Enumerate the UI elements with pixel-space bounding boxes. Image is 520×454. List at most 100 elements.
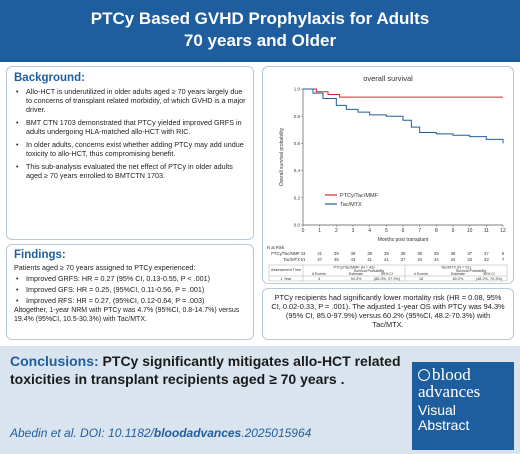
table-g1-est-head: Estimate (349, 272, 363, 276)
chart-legend: PTCy/Tac/MMF Tac/MTX (325, 193, 379, 208)
y-tick-label-2: 0.4 (294, 168, 301, 173)
chart-title: overall survival (363, 74, 413, 83)
legend-label-tacmtx: Tac/MTX (340, 202, 362, 208)
logo-line-1: blood (432, 365, 471, 384)
background-panel: Background: Allo-HCT is underutilized in… (6, 66, 254, 240)
x-tick-label-11: 11 (484, 228, 489, 234)
x-tick-label-0: 0 (302, 228, 305, 234)
x-axis-label: Months post transplant (378, 237, 429, 243)
table-g2-events: 18 (419, 277, 423, 281)
background-bullet-3: In older adults, concerns exist whether … (14, 140, 246, 158)
risk-value-0-10: 37 (467, 251, 472, 256)
conclusion-text: Conclusions: PTCy significantly mitigate… (10, 352, 410, 388)
risk-value-1-10: 33 (467, 257, 472, 262)
logo-line-3: Visual (418, 402, 456, 418)
table-g1-prob-head: Survival Probability (354, 269, 385, 273)
findings-bullet-gfs: Improved GFS: HR = 0.25, (95%CI, 0.11-0.… (14, 285, 246, 294)
risk-value-1-2: 45 (334, 257, 339, 262)
table-g2-ci-head: 95% CI (483, 272, 495, 276)
risk-row-label-1: Tac/MTX (283, 257, 300, 262)
y-axis-ticks: 0.0 0.2 0.4 0.6 0.8 1.0 (294, 87, 303, 228)
risk-value-0-7: 39 (417, 251, 422, 256)
background-list: Allo-HCT is underutilized in older adult… (14, 87, 246, 180)
risk-value-0-2: 39 (334, 251, 339, 256)
risk-value-1-6: 37 (401, 257, 406, 262)
table-col-time: Assessment Time (271, 268, 301, 272)
risk-value-1-11: 33 (484, 257, 489, 262)
y-axis-label: Overall survival probability (279, 127, 285, 186)
y-tick-label-3: 0.6 (294, 141, 301, 146)
chart-series (303, 88, 504, 144)
x-tick-label-6: 6 (402, 228, 405, 234)
table-g1-ci: (85.0%, 97.9%) (374, 277, 401, 281)
table-row-time: 1 Year (281, 277, 293, 281)
findings-heading: Findings: (14, 249, 66, 261)
risk-value-0-8: 39 (434, 251, 439, 256)
conclusion-label: Conclusions: (10, 353, 99, 369)
x-tick-label-7: 7 (418, 228, 421, 234)
table-g1-ci-head: 95% CI (381, 272, 393, 276)
page-title: PTCy Based GVHD Prophylaxis for Adults 7… (0, 0, 520, 52)
y-tick-label-1: 0.2 (294, 195, 301, 200)
risk-title: N at Risk (267, 245, 285, 250)
risk-value-1-1: 47 (317, 257, 322, 262)
table-g2-prob-head: Survival Probability (456, 269, 487, 273)
legend-label-ptcy: PTCy/Tac/MMF (340, 193, 379, 199)
risk-value-0-0: 43 (301, 251, 306, 256)
table-g2-est: 60.2% (453, 277, 464, 281)
table-g2-est-head: Estimate (451, 272, 465, 276)
x-tick-label-12: 12 (500, 228, 506, 234)
table-g2-events-head: # Events (414, 272, 428, 276)
risk-value-1-5: 41 (384, 257, 389, 262)
citation-suffix: .2025015964 (241, 426, 312, 440)
risk-value-0-12: 5 (502, 251, 505, 256)
x-tick-label-2: 2 (335, 228, 338, 234)
table-g1-events-head: # Events (312, 272, 326, 276)
title-line-2: 70 years and Older (183, 31, 337, 50)
risk-value-0-6: 39 (401, 251, 406, 256)
background-bullet-2: BMT CTN 1703 demonstrated that PTCy yiel… (14, 118, 246, 136)
conclusion-body: PTCy significantly mitigates allo-HCT re… (10, 353, 401, 387)
findings-bullet-rfs: Improved RFS: HR = 0.27, (95%CI, 0.12-0.… (14, 296, 246, 305)
y-tick-label-0: 0.0 (294, 223, 301, 228)
risk-value-1-0: 51 (301, 257, 306, 262)
citation: Abedin et al. DOI: 10.1182/bloodadvances… (10, 426, 311, 440)
series-line-1 (303, 88, 504, 144)
series-line-0 (303, 88, 503, 98)
title-line-1: PTCy Based GVHD Prophylaxis for Adults (90, 9, 430, 28)
x-tick-label-8: 8 (435, 228, 438, 234)
background-bullet-1: Allo-HCT is underutilized in older adult… (14, 87, 246, 114)
risk-value-1-4: 41 (367, 257, 372, 262)
blood-advances-logo: blood advances Visual Abstract (412, 362, 514, 450)
findings-nrm-text: Altogether, 1-year NRM with PTCy was 4.7… (14, 307, 240, 323)
table-g1-events: 4 (318, 277, 320, 281)
header-banner: PTCy Based GVHD Prophylaxis for Adults 7… (0, 0, 520, 62)
risk-value-0-3: 39 (351, 251, 356, 256)
background-bullet-4: This sub-analysis evaluated the net effe… (14, 162, 246, 180)
risk-row-label-0: PTCy/Tac/MMF (271, 251, 300, 256)
findings-list: Improved GRFS: HR = 0.27 (95% CI, 0.13-0… (14, 274, 246, 305)
risk-value-1-9: 34 (451, 257, 456, 262)
y-tick-label-4: 0.8 (294, 114, 301, 119)
table-g2-ci: (48.2%, 70.3%) (476, 277, 503, 281)
table-group1: PTCy/Tac/MMF (N = 43) (333, 266, 375, 270)
survival-table: Assessment Time PTCy/Tac/MMF (N = 43) Ta… (268, 264, 508, 282)
risk-table: PTCy/Tac/MMF 43 41 39 39 39 39 39 39 39 38 37 37 5Tac… (271, 251, 505, 262)
x-tick-label-10: 10 (467, 228, 473, 234)
findings-intro: Patients aged ≥ 70 years assigned to PTC… (14, 263, 196, 272)
table-group2: Tac/MTX (N = 51) (441, 266, 472, 270)
x-tick-label-9: 9 (452, 228, 455, 234)
risk-value-0-4: 39 (367, 251, 372, 256)
findings-bullet-grfs: Improved GRFS: HR = 0.27 (95% CI, 0.13-0… (14, 274, 246, 283)
risk-value-1-3: 43 (351, 257, 356, 262)
risk-value-0-5: 39 (384, 251, 389, 256)
background-heading: Background: (14, 72, 85, 84)
x-tick-label-5: 5 (385, 228, 388, 234)
risk-value-1-8: 34 (434, 257, 439, 262)
survival-summary-panel: PTCy recipients had significantly lower … (262, 288, 514, 340)
citation-journal: bloodadvances (153, 426, 242, 440)
x-tick-label-3: 3 (352, 228, 355, 234)
citation-prefix: Abedin et al. DOI: 10.1182/ (10, 426, 154, 440)
